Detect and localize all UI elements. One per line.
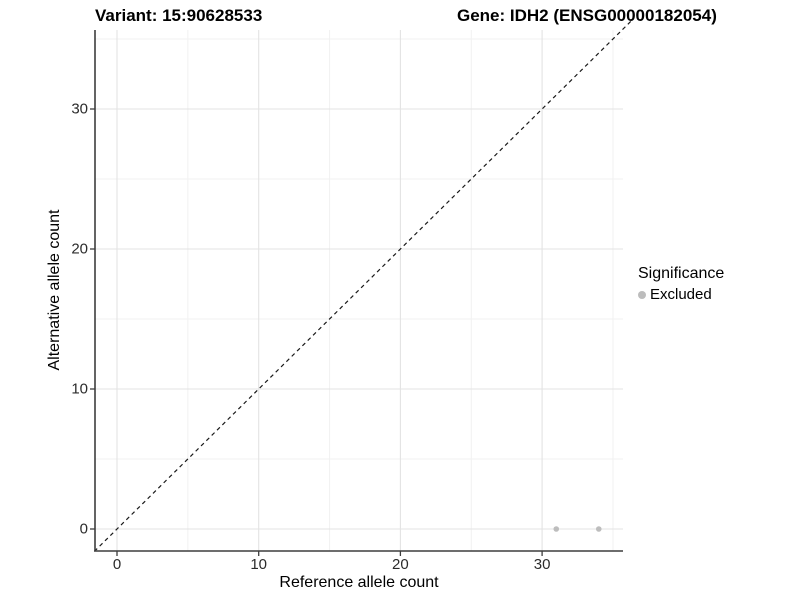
- variant-title: Variant: 15:90628533: [95, 6, 263, 25]
- x-tick-label: 10: [250, 556, 268, 573]
- legend-title: Significance: [638, 265, 725, 282]
- x-tick-label: 20: [392, 556, 409, 573]
- legend: Significance Excluded: [638, 265, 724, 303]
- y-tick-label: 30: [71, 100, 88, 118]
- legend-item-label: Excluded: [650, 286, 712, 303]
- x-tick-label: 30: [533, 556, 551, 573]
- plot-panel: [95, 30, 623, 551]
- excluded-point-icon: [638, 290, 646, 299]
- x-axis-title: Reference allele count: [279, 574, 439, 591]
- y-axis-title: Alternative allele count: [46, 209, 63, 371]
- legend-item-excluded: Excluded: [638, 286, 724, 303]
- y-tick-label: 0: [79, 520, 88, 538]
- y-tick-label: 10: [71, 380, 88, 398]
- gene-title: Gene: IDH2 (ENSG00000182054): [457, 6, 717, 25]
- x-tick-label: 0: [112, 556, 122, 573]
- y-tick-label: 20: [71, 240, 88, 258]
